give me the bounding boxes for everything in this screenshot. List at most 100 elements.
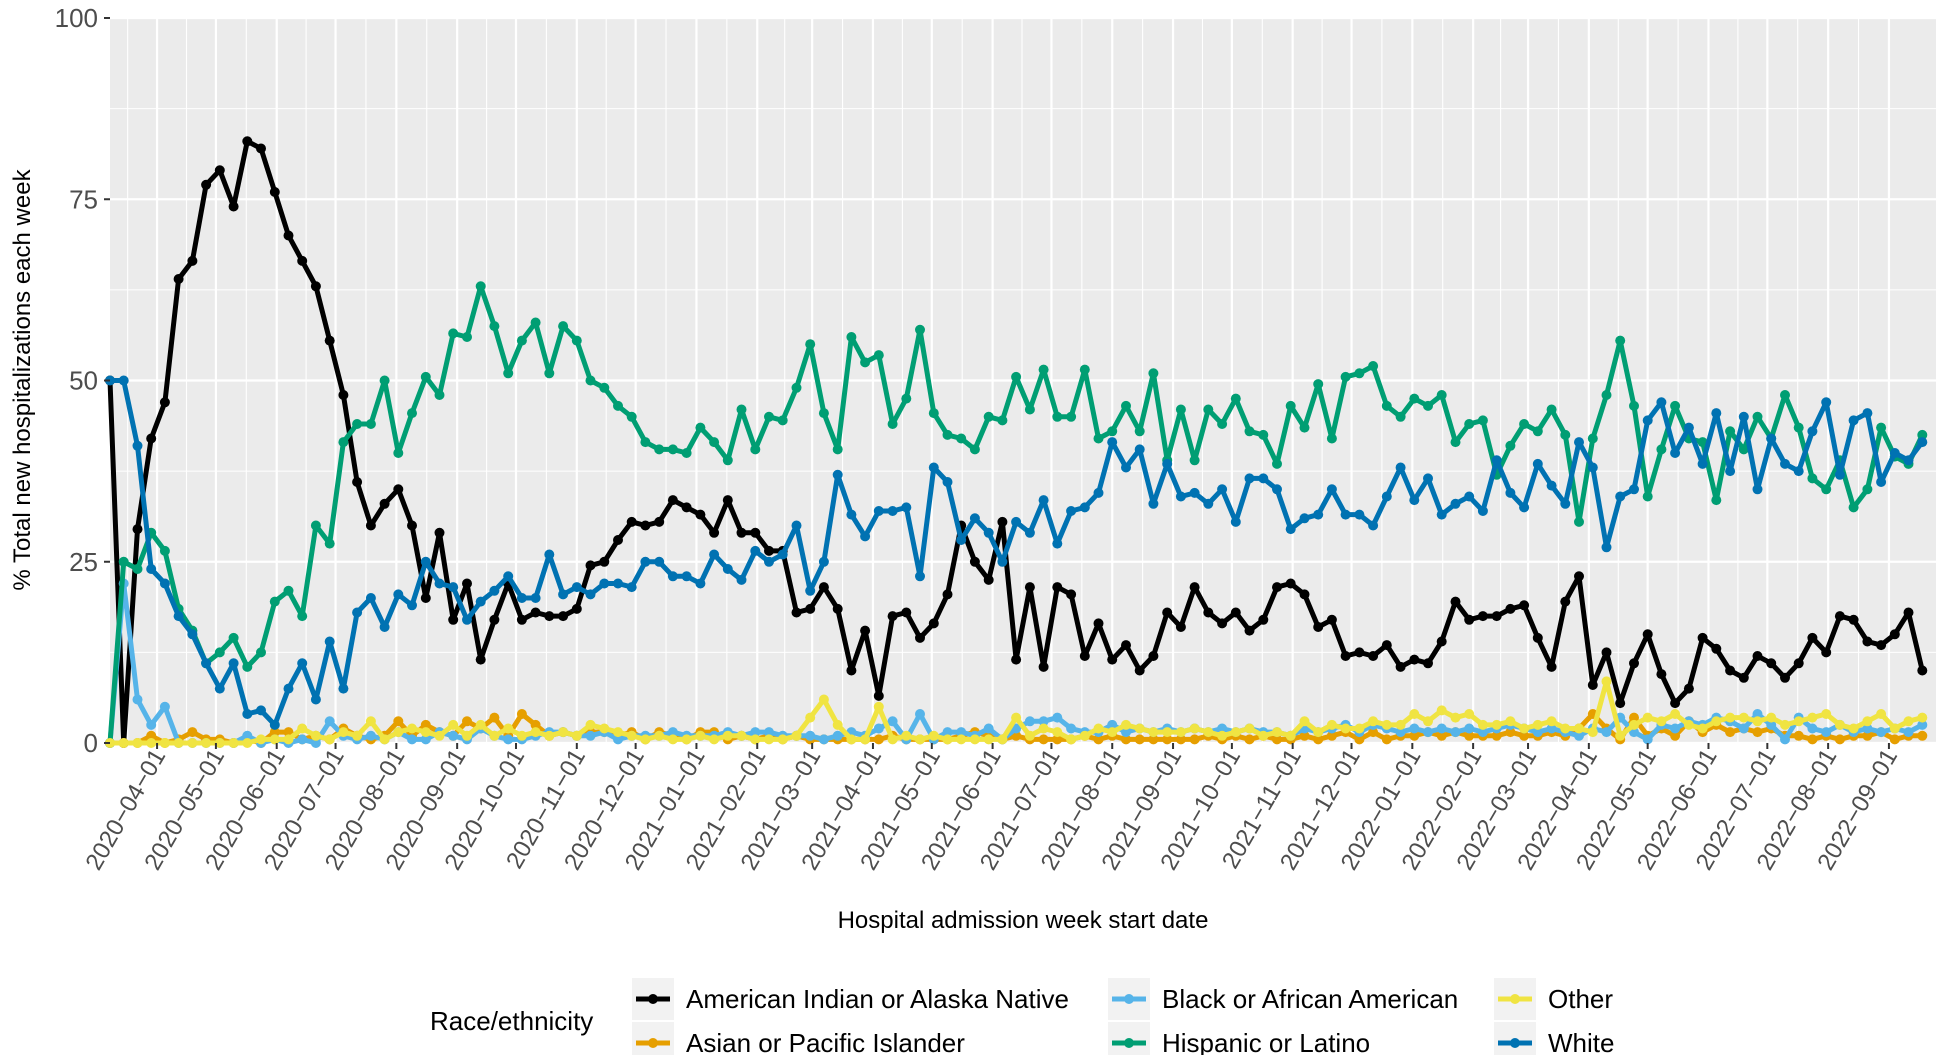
data-point — [1354, 734, 1365, 745]
data-point — [1052, 727, 1063, 738]
data-point — [764, 556, 774, 567]
data-point — [667, 727, 678, 738]
data-point — [1038, 364, 1049, 375]
data-point — [832, 603, 843, 614]
data-point — [942, 727, 953, 738]
data-point — [1148, 734, 1159, 745]
data-point — [1738, 444, 1749, 455]
data-point — [1313, 379, 1324, 390]
data-point — [1450, 437, 1461, 448]
data-point — [915, 709, 925, 719]
data-point — [873, 723, 884, 734]
y-tick-label: 100 — [55, 3, 98, 33]
data-point — [1725, 426, 1736, 437]
legend-key-point — [648, 1038, 658, 1048]
data-point — [1079, 651, 1090, 661]
data-point — [159, 738, 170, 748]
data-point — [1697, 723, 1708, 734]
data-point — [1491, 730, 1502, 741]
data-point — [214, 647, 225, 658]
data-point — [1642, 415, 1653, 426]
data-point — [1409, 730, 1420, 741]
data-point — [489, 712, 500, 723]
data-point — [365, 716, 376, 727]
data-point — [1574, 437, 1584, 448]
data-point — [846, 332, 857, 342]
y-tick-label: 50 — [69, 366, 98, 396]
data-point — [1326, 719, 1337, 730]
data-point — [1436, 723, 1447, 734]
data-point — [283, 585, 294, 596]
data-point — [1587, 680, 1598, 690]
data-point — [736, 404, 747, 415]
data-point — [1217, 618, 1228, 629]
data-point — [1436, 509, 1447, 520]
data-point — [1313, 622, 1324, 632]
data-point — [832, 444, 843, 455]
data-point — [873, 350, 884, 361]
data-point — [1258, 614, 1269, 625]
data-point — [846, 734, 857, 745]
data-point — [379, 734, 390, 745]
data-point — [1807, 734, 1818, 745]
data-point — [558, 589, 569, 600]
data-point — [887, 734, 898, 745]
data-point — [1093, 433, 1104, 444]
data-point — [1546, 716, 1557, 727]
data-point — [1285, 578, 1296, 589]
data-point — [1670, 400, 1681, 411]
data-point — [462, 578, 472, 589]
data-point — [571, 582, 582, 593]
data-point — [146, 564, 157, 574]
data-point — [873, 506, 884, 516]
data-point — [1793, 658, 1804, 669]
data-point — [489, 321, 500, 332]
data-point — [530, 317, 541, 328]
data-point — [1560, 596, 1571, 607]
data-point — [434, 527, 445, 538]
data-point — [1230, 516, 1241, 527]
data-point — [818, 582, 829, 593]
data-point — [338, 437, 349, 448]
data-point — [764, 734, 774, 745]
data-point — [997, 734, 1008, 745]
data-point — [956, 535, 967, 545]
data-point — [1670, 730, 1681, 741]
data-point — [475, 281, 486, 292]
data-point — [1340, 509, 1351, 520]
data-point — [1738, 712, 1749, 723]
data-point — [1244, 734, 1255, 745]
data-point — [1670, 448, 1681, 458]
data-point — [750, 444, 761, 455]
data-point — [681, 571, 692, 582]
data-point — [379, 498, 390, 509]
data-point — [1752, 651, 1763, 661]
data-point — [503, 571, 514, 582]
data-point — [1834, 469, 1845, 480]
data-point — [791, 382, 802, 393]
data-point — [1807, 632, 1818, 643]
data-point — [1491, 611, 1502, 622]
data-point — [475, 719, 486, 730]
data-point — [901, 730, 912, 741]
legend-key-point — [1510, 994, 1520, 1004]
data-point — [297, 611, 308, 622]
data-point — [462, 614, 472, 625]
data-point — [805, 730, 816, 741]
data-point — [1546, 661, 1557, 672]
data-point — [475, 654, 486, 665]
data-point — [365, 593, 376, 603]
data-point — [201, 658, 212, 669]
data-point — [777, 734, 788, 745]
data-point — [173, 738, 184, 748]
data-point — [1532, 426, 1543, 437]
data-point — [681, 734, 692, 745]
data-point — [1217, 419, 1228, 429]
data-point — [1381, 640, 1392, 651]
data-point — [297, 723, 308, 734]
data-point — [530, 607, 541, 618]
data-point — [1299, 716, 1310, 727]
data-point — [613, 727, 623, 738]
data-point — [1340, 723, 1351, 734]
data-point — [1423, 658, 1433, 669]
